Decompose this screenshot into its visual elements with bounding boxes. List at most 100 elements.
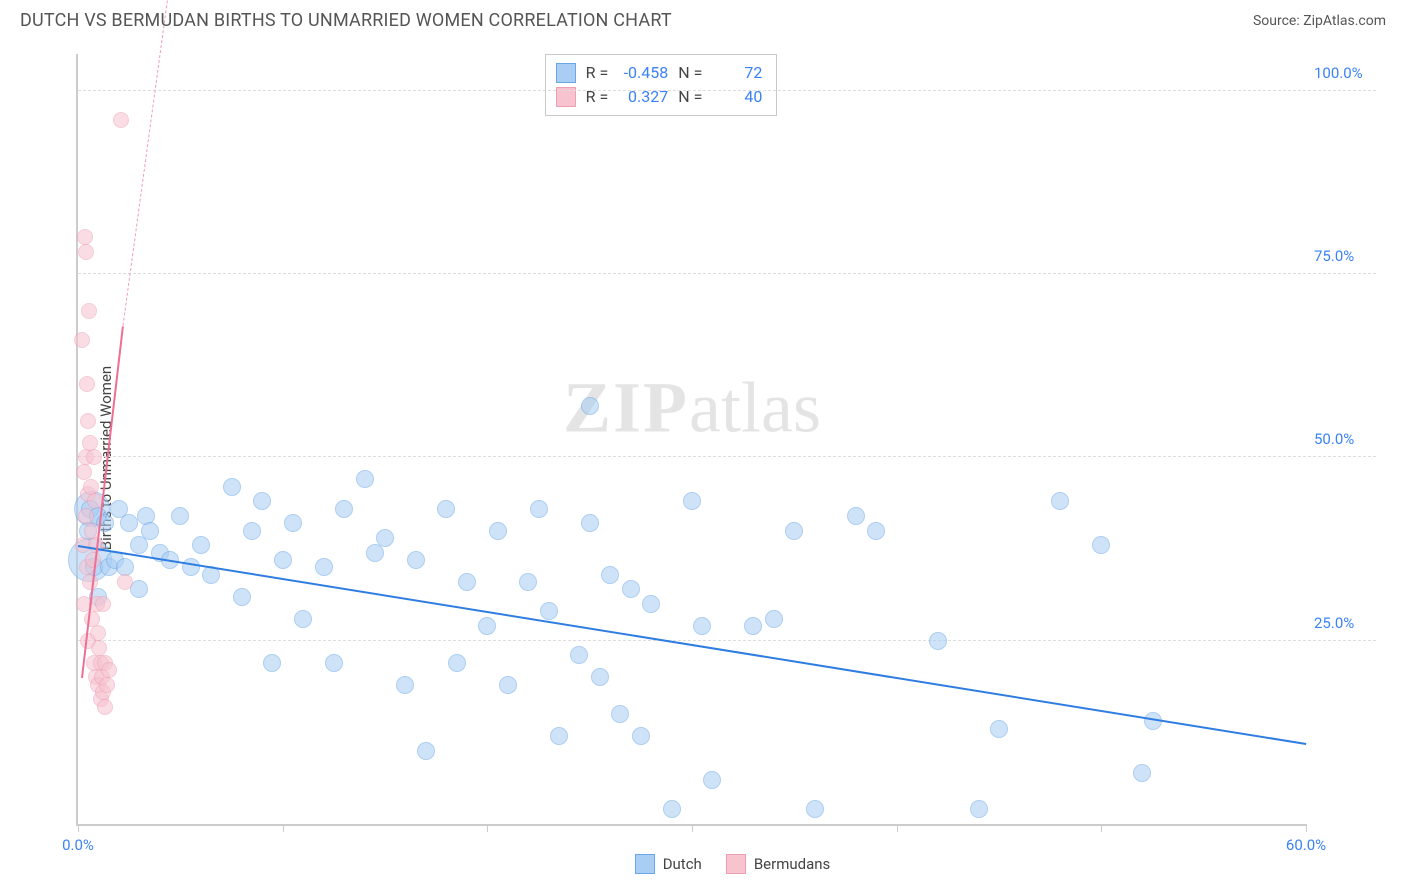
trend-line [78,545,1306,745]
legend-label-bermudans: Bermudans [754,855,830,873]
scatter-point [101,662,117,678]
scatter-point [233,588,251,606]
scatter-point [458,573,476,591]
scatter-point [693,617,711,635]
scatter-point [622,580,640,598]
scatter-point [99,677,115,693]
scatter-point [396,676,414,694]
scatter-point [703,771,721,789]
scatter-point [335,500,353,518]
stat-r-dutch: -0.458 [614,61,668,85]
scatter-point [192,536,210,554]
scatter-point [970,800,988,818]
scatter-point [274,551,292,569]
scatter-point [489,522,507,540]
legend-item-dutch: Dutch [635,854,702,874]
scatter-point [478,617,496,635]
x-tick [692,824,693,832]
scatter-point [601,566,619,584]
scatter-point [80,413,96,429]
scatter-point [632,727,650,745]
scatter-point [284,514,302,532]
scatter-point [81,303,97,319]
stat-r-label-2: R = [586,85,609,109]
scatter-point [642,595,660,613]
x-tick [1306,824,1307,832]
scatter-point [77,229,93,245]
source-credit: Source: ZipAtlas.com [1253,13,1386,29]
watermark-atlas: atlas [689,368,821,448]
x-tick [1101,824,1102,832]
legend-swatch-bermudans [726,854,746,874]
x-tick-label: 0.0% [62,836,94,854]
scatter-point [82,574,98,590]
x-tick [283,824,284,832]
scatter-point [356,470,374,488]
scatter-point [540,602,558,620]
bottom-legend: Dutch Bermudans [635,854,831,874]
scatter-point [765,610,783,628]
scatter-point [263,654,281,672]
scatter-point [117,574,133,590]
scatter-point [417,742,435,760]
scatter-point [744,617,762,635]
legend-item-bermudans: Bermudans [726,854,830,874]
scatter-point [611,705,629,723]
scatter-point [74,332,90,348]
scatter-point [806,800,824,818]
stat-n-label-2: N = [678,85,702,109]
stat-n-label: N = [678,61,702,85]
scatter-point [437,500,455,518]
chart-container: Births to Unmarried Women ZIPatlas R =-0… [20,44,1386,872]
stat-r-label: R = [586,61,609,85]
chart-title: DUTCH VS BERMUDAN BIRTHS TO UNMARRIED WO… [20,10,672,31]
scatter-point [929,632,947,650]
source-prefix: Source: [1253,13,1303,29]
stat-r-bermudans: 0.327 [614,85,668,109]
scatter-point [499,676,517,694]
scatter-point [294,610,312,628]
scatter-point [171,507,189,525]
scatter-point [97,699,113,715]
scatter-point [83,479,99,495]
scatter-point [1051,492,1069,510]
scatter-point [243,522,261,540]
scatter-point [1092,536,1110,554]
scatter-point [581,514,599,532]
scatter-point [847,507,865,525]
y-tick-label: 25.0% [1314,614,1378,632]
legend-swatch-dutch [635,854,655,874]
scatter-point [90,625,106,641]
scatter-point [79,376,95,392]
scatter-point [86,449,102,465]
gridline [78,456,1376,457]
scatter-point [663,800,681,818]
plot-area: ZIPatlas R =-0.458 N =72 R =0.327 N =40 … [76,54,1306,826]
stats-legend-box: R =-0.458 N =72 R =0.327 N =40 [545,54,778,116]
scatter-point [91,640,107,656]
y-tick-label: 75.0% [1314,247,1378,265]
scatter-point [120,514,138,532]
scatter-point [550,727,568,745]
x-tick [897,824,898,832]
scatter-point [315,558,333,576]
scatter-point [867,522,885,540]
scatter-point [1133,764,1151,782]
source-name: ZipAtlas.com [1303,13,1386,29]
scatter-point [683,492,701,510]
scatter-point [223,478,241,496]
swatch-dutch [556,63,576,83]
scatter-point [76,464,92,480]
gridline [78,90,1376,91]
legend-label-dutch: Dutch [663,855,702,873]
trend-line [123,0,171,326]
stat-n-bermudans: 40 [708,85,762,109]
scatter-point [82,435,98,451]
x-tick-label: 60.0% [1286,836,1326,854]
x-tick [487,824,488,832]
scatter-point [570,646,588,664]
watermark: ZIPatlas [563,367,821,450]
stats-row-bermudans: R =0.327 N =40 [556,85,763,109]
scatter-point [130,580,148,598]
scatter-point [78,508,94,524]
